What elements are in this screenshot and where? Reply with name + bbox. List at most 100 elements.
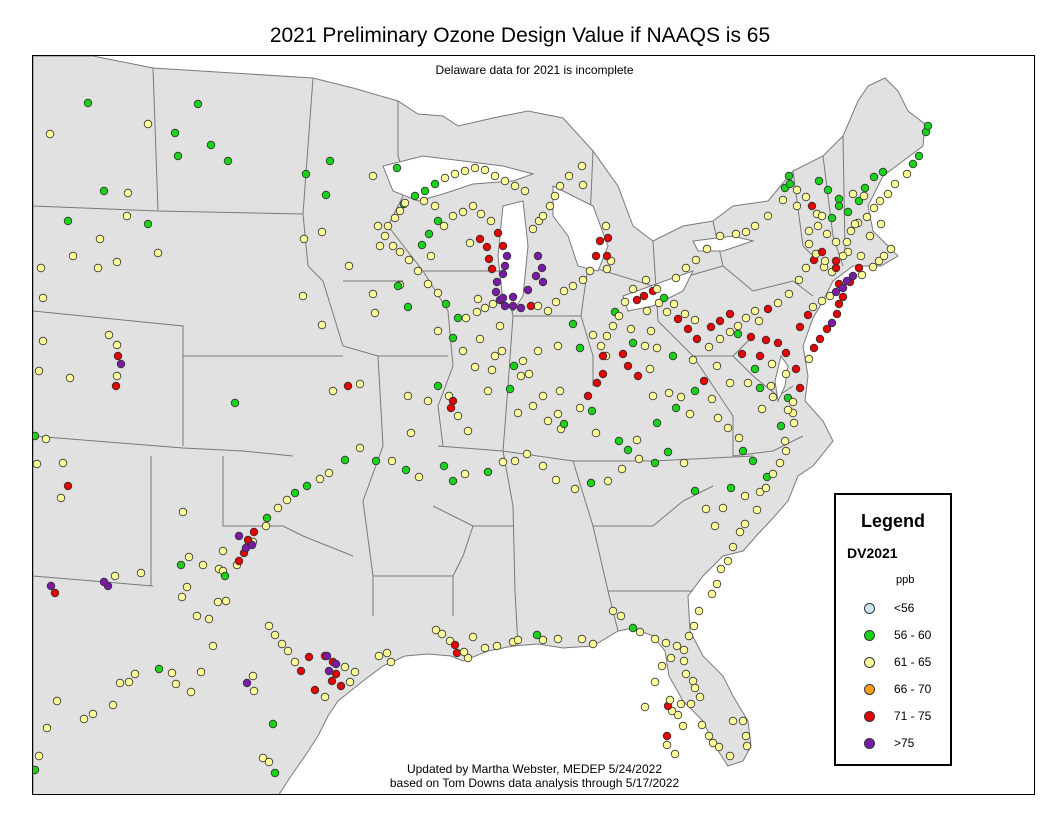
monitor-site-dot bbox=[505, 384, 515, 394]
monitor-site-dot bbox=[345, 677, 355, 687]
monitor-site-dot bbox=[741, 227, 751, 237]
monitor-site-dot bbox=[522, 449, 532, 459]
monitor-site-dot bbox=[578, 275, 588, 285]
monitor-site-dot bbox=[368, 171, 378, 181]
monitor-site-dot bbox=[585, 266, 595, 276]
legend-label: 56 - 60 bbox=[894, 628, 932, 642]
monitor-site-dot bbox=[439, 221, 449, 231]
monitor-site-dot bbox=[498, 457, 508, 467]
monitor-site-dot bbox=[475, 234, 485, 244]
monitor-site-dot bbox=[690, 315, 700, 325]
monitor-site-dot bbox=[350, 667, 360, 677]
monitor-site-dot bbox=[500, 301, 510, 311]
monitor-site-dot bbox=[46, 581, 56, 591]
monitor-site-dot bbox=[184, 552, 194, 562]
monitor-site-dot bbox=[575, 403, 585, 413]
monitor-site-dot bbox=[487, 264, 497, 274]
monitor-site-dot bbox=[691, 255, 701, 265]
monitor-site-dot bbox=[153, 248, 163, 258]
monitor-site-dot bbox=[368, 289, 378, 299]
monitor-site-dot bbox=[270, 768, 280, 778]
monitor-site-dot bbox=[324, 468, 334, 478]
monitor-site-dot bbox=[52, 696, 62, 706]
monitor-site-dot bbox=[568, 319, 578, 329]
monitor-site-dot bbox=[459, 647, 469, 657]
monitor-site-dot bbox=[537, 263, 547, 273]
monitor-site-dot bbox=[524, 369, 534, 379]
monitor-site-dot bbox=[473, 294, 483, 304]
monitor-site-dot bbox=[672, 641, 682, 651]
monitor-site-dot bbox=[123, 188, 133, 198]
monitor-site-dot bbox=[684, 631, 694, 641]
monitor-site-dot bbox=[768, 469, 778, 479]
monitor-site-dot bbox=[834, 201, 844, 211]
monitor-site-dot bbox=[773, 338, 783, 348]
monitor-site-dot bbox=[603, 476, 613, 486]
monitor-site-dot bbox=[688, 676, 698, 686]
monitor-site-dot bbox=[355, 379, 365, 389]
monitor-site-dot bbox=[685, 409, 695, 419]
monitor-site-dot bbox=[699, 376, 709, 386]
legend-swatch bbox=[864, 630, 875, 641]
monitor-sites bbox=[33, 98, 933, 778]
monitor-site-dot bbox=[532, 630, 542, 640]
monitor-site-dot bbox=[738, 446, 748, 456]
monitor-site-dot bbox=[310, 685, 320, 695]
us-map bbox=[33, 56, 933, 794]
monitor-site-dot bbox=[661, 638, 671, 648]
monitor-site-dot bbox=[182, 582, 192, 592]
monitor-site-dot bbox=[500, 261, 510, 271]
monitor-site-dot bbox=[448, 396, 458, 406]
monitor-site-dot bbox=[262, 513, 272, 523]
monitor-site-dot bbox=[808, 302, 818, 312]
monitor-site-dot bbox=[538, 635, 548, 645]
monitor-site-dot bbox=[831, 263, 841, 273]
monitor-site-dot bbox=[509, 361, 519, 371]
monitor-site-dot bbox=[817, 296, 827, 306]
monitor-site-dot bbox=[448, 333, 458, 343]
monitor-site-dot bbox=[143, 119, 153, 129]
monitor-site-dot bbox=[767, 359, 777, 369]
monitor-site-dot bbox=[234, 531, 244, 541]
monitor-site-dot bbox=[665, 695, 675, 705]
monitor-site-dot bbox=[650, 458, 660, 468]
monitor-site-dot bbox=[321, 190, 331, 200]
monitor-site-dot bbox=[206, 140, 216, 150]
monitor-site-dot bbox=[788, 397, 798, 407]
monitor-site-dot bbox=[679, 656, 689, 666]
monitor-site-dot bbox=[249, 527, 259, 537]
monitor-site-dot bbox=[879, 251, 889, 261]
monitor-site-dot bbox=[483, 467, 493, 477]
monitor-site-dot bbox=[170, 128, 180, 138]
monitor-site-dot bbox=[99, 577, 109, 587]
monitor-site-dot bbox=[635, 627, 645, 637]
monitor-site-dot bbox=[331, 659, 341, 669]
monitor-site-dot bbox=[854, 196, 864, 206]
legend-swatch bbox=[864, 711, 875, 722]
monitor-site-dot bbox=[775, 458, 785, 468]
monitor-site-dot bbox=[533, 301, 543, 311]
monitor-site-dot bbox=[822, 324, 832, 334]
monitor-site-dot bbox=[383, 221, 393, 231]
monitor-site-dot bbox=[446, 403, 456, 413]
monitor-site-dot bbox=[725, 751, 735, 761]
monitor-site-dot bbox=[731, 229, 741, 239]
monitor-site-dot bbox=[670, 749, 680, 759]
monitor-site-dot bbox=[336, 681, 346, 691]
monitor-site-dot bbox=[860, 183, 870, 193]
monitor-site-dot bbox=[400, 198, 410, 208]
monitor-site-dot bbox=[553, 634, 563, 644]
monitor-site-dot bbox=[652, 343, 662, 353]
monitor-site-dot bbox=[370, 308, 380, 318]
monitor-site-dot bbox=[843, 207, 853, 217]
monitor-site-dot bbox=[395, 206, 405, 216]
monitor-site-dot bbox=[431, 625, 441, 635]
monitor-site-dot bbox=[831, 256, 841, 266]
monitor-site-dot bbox=[480, 643, 490, 653]
monitor-site-dot bbox=[448, 476, 458, 486]
monitor-site-dot bbox=[36, 263, 46, 273]
monitor-site-dot bbox=[620, 297, 630, 307]
monitor-site-dot bbox=[750, 221, 760, 231]
monitor-site-dot bbox=[746, 332, 756, 342]
monitor-site-dot bbox=[704, 342, 714, 352]
